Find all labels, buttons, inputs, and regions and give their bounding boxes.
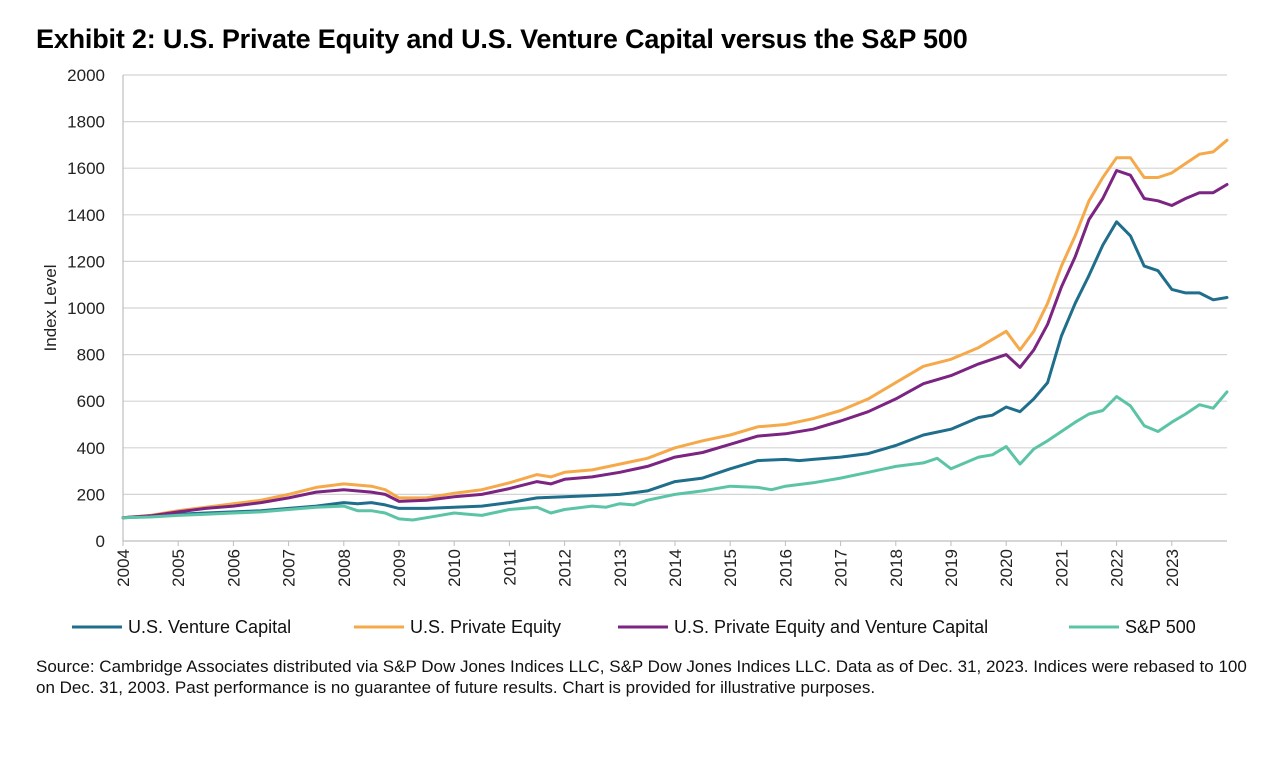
- x-axis-ticks: 2004 2005 2006 2007 2008 2009 2010 2011 2012 2013…: [114, 541, 1182, 587]
- x-tick-label: 2014: [666, 549, 685, 587]
- y-tick-label: 600: [77, 392, 105, 411]
- legend-label: U.S. Private Equity: [410, 617, 561, 637]
- series-line-1: [121, 138, 1229, 520]
- y-tick-label: 800: [77, 346, 105, 365]
- y-axis-ticks: 0 200 400 600 800 1000 1200 1400 1600 1800 2000: [67, 66, 105, 551]
- y-tick-label: 1000: [67, 299, 105, 318]
- x-tick-label: 2012: [556, 549, 575, 587]
- x-tick-label: 2022: [1108, 549, 1127, 587]
- x-tick-label: 2017: [832, 549, 851, 587]
- x-tick-label: 2023: [1163, 549, 1182, 587]
- y-axis-label: Index Level: [41, 265, 60, 352]
- x-tick-label: 2020: [997, 549, 1016, 587]
- x-tick-label: 2009: [390, 549, 409, 587]
- x-tick-label: 2008: [335, 549, 354, 587]
- x-tick-label: 2018: [887, 549, 906, 587]
- series-line-2: [121, 169, 1229, 520]
- x-tick-label: 2021: [1052, 549, 1071, 587]
- x-tick-label: 2007: [280, 549, 299, 587]
- x-tick-label: 2016: [776, 549, 795, 587]
- series-line-0: [121, 220, 1229, 520]
- x-tick-label: 2015: [721, 549, 740, 587]
- legend: U.S. Venture Capital U.S. Private Equity U…: [72, 617, 1196, 637]
- line-chart: 0 200 400 600 800 1000 1200 1400 1600 1800 2000 20…: [41, 66, 1229, 637]
- y-tick-label: 1600: [67, 159, 105, 178]
- x-tick-label: 2010: [445, 549, 464, 587]
- y-tick-label: 1200: [67, 252, 105, 271]
- x-tick-label: 2005: [169, 549, 188, 587]
- x-tick-label: 2006: [224, 549, 243, 587]
- y-tick-label: 1800: [67, 113, 105, 132]
- legend-label: U.S. Venture Capital: [128, 617, 291, 637]
- gridlines: [122, 74, 1227, 542]
- series-line-3: [121, 390, 1229, 522]
- series-lines: [121, 138, 1229, 522]
- y-tick-label: 200: [77, 485, 105, 504]
- y-tick-label: 1400: [67, 206, 105, 225]
- x-tick-label: 2004: [114, 549, 133, 587]
- y-tick-label: 400: [77, 439, 105, 458]
- y-tick-label: 2000: [67, 66, 105, 85]
- x-tick-label: 2013: [611, 549, 630, 587]
- legend-label: U.S. Private Equity and Venture Capital: [674, 617, 988, 637]
- x-tick-label: 2019: [942, 549, 961, 587]
- y-tick-label: 0: [96, 532, 105, 551]
- source-note: Source: Cambridge Associates distributed…: [36, 657, 1247, 697]
- x-tick-label: 2011: [500, 549, 519, 586]
- legend-label: S&P 500: [1125, 617, 1196, 637]
- chart-title: Exhibit 2: U.S. Private Equity and U.S. …: [36, 24, 968, 54]
